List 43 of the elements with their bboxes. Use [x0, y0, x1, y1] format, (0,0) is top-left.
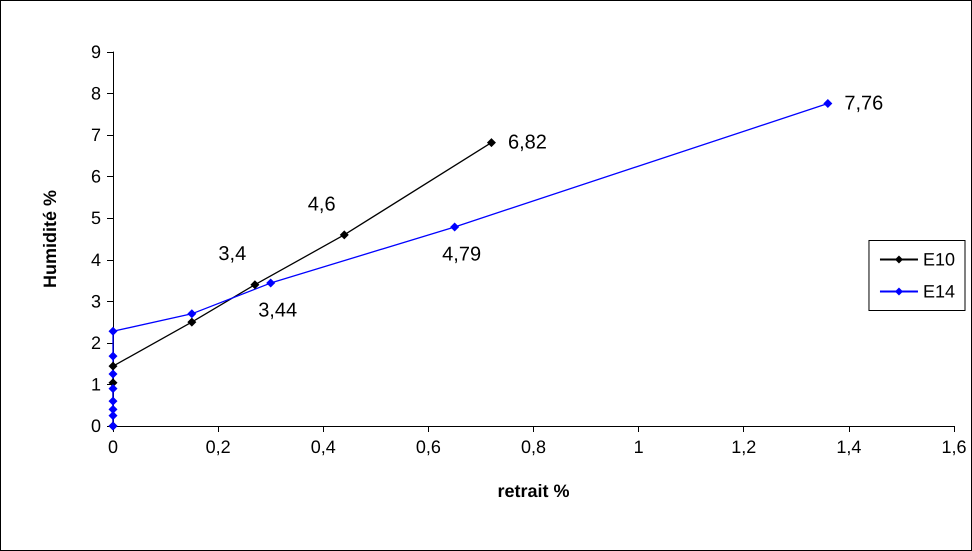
point [187, 309, 196, 318]
data-label: 3,44 [258, 300, 298, 322]
point [250, 280, 260, 290]
point [108, 362, 118, 371]
x-tick-label: 1 [634, 437, 644, 457]
point [187, 318, 196, 327]
y-tick-label: 3 [90, 291, 101, 312]
data-label: 6,82 [508, 132, 547, 154]
y-tick-label: 1 [90, 374, 101, 394]
y-axis-title: Humidité % [40, 190, 60, 288]
x-tick-label: 0,2 [206, 437, 231, 457]
x-tick-label: 1,6 [941, 437, 967, 457]
legend-label: E10 [922, 250, 956, 270]
x-tick-label: 1,2 [731, 437, 756, 457]
point [450, 222, 460, 232]
y-tick-label: 8 [90, 84, 101, 104]
x-tick-label: 0 [108, 437, 118, 457]
data-label: 3,4 [218, 243, 246, 266]
point [108, 326, 118, 336]
point [108, 352, 118, 361]
point [823, 99, 832, 108]
data-label: 4,6 [308, 193, 336, 216]
x-tick-label: 0,8 [520, 437, 546, 457]
y-tick-label: 6 [90, 166, 101, 187]
y-tick-label: 0 [90, 416, 101, 436]
y-tick-label: 9 [90, 42, 101, 62]
legend-label: E14 [922, 282, 956, 302]
x-tick-label: 0,4 [310, 437, 336, 457]
x-tick-label: 0,6 [416, 437, 441, 457]
point [340, 230, 349, 240]
data-label: 7,76 [844, 92, 884, 115]
y-tick-label: 2 [90, 332, 101, 353]
y-tick-label: 5 [90, 208, 101, 228]
y-tick-label: 4 [90, 250, 101, 270]
point [486, 138, 496, 148]
x-tick-label: 1,4 [836, 437, 862, 457]
x-axis-title: retrait % [497, 481, 570, 501]
y-tick-label: 7 [90, 125, 101, 146]
data-label: 4,79 [442, 243, 482, 266]
point [108, 384, 118, 394]
point [108, 396, 118, 406]
point [108, 370, 118, 379]
point [266, 278, 276, 288]
